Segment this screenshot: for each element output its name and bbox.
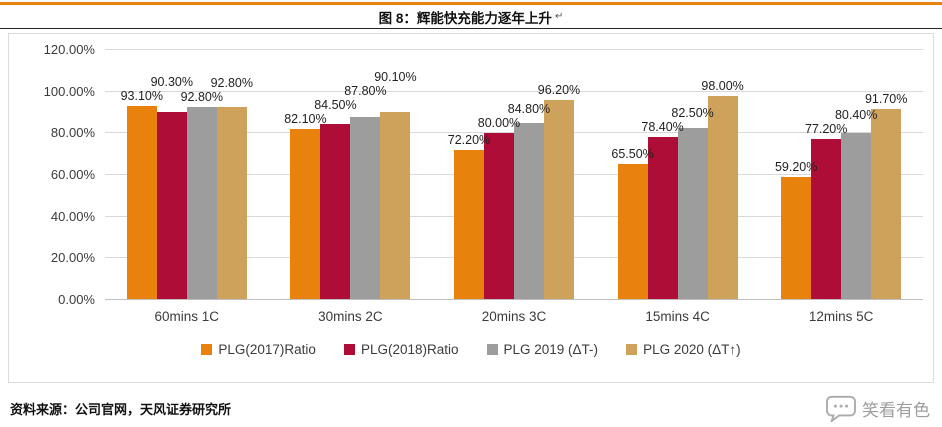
- x-axis: 60mins 1C 30mins 2C 20mins 3C 15mins 4C 12mi…: [105, 309, 923, 324]
- bar: [320, 123, 351, 300]
- y-tick-label: 100.00%: [43, 83, 95, 99]
- bar: [216, 106, 247, 300]
- bar-group: 82.10% 84.50% 87.80% 90.10%: [269, 50, 433, 300]
- legend-marker-icon: [486, 344, 498, 355]
- y-tick-label: 40.00%: [50, 208, 95, 224]
- speech-bubble-icon: [826, 395, 856, 422]
- bar-value-label: 90.10%: [374, 69, 417, 84]
- legend-item: PLG 2019 (ΔT-): [486, 342, 599, 357]
- y-tick-label: 60.00%: [50, 167, 95, 182]
- legend-label: PLG(2018)Ratio: [360, 342, 459, 357]
- bar-value-label: 84.80%: [507, 102, 551, 117]
- x-axis-line: [105, 299, 923, 300]
- bar-cluster: 59.20% 77.20% 80.40% 91.70%: [775, 50, 907, 300]
- bar: [186, 106, 217, 300]
- bar: [290, 128, 321, 300]
- bar: [156, 111, 187, 300]
- y-tick-label: 20.00%: [50, 250, 95, 266]
- x-tick-label: 12mins 5C: [808, 309, 874, 324]
- bar-value-label: 98.00%: [701, 78, 744, 93]
- bar: [811, 139, 842, 300]
- y-tick-label: 80.00%: [50, 125, 95, 141]
- bar: [647, 136, 678, 300]
- bar: [380, 112, 411, 300]
- bar-value-label: 93.10%: [120, 89, 163, 104]
- bar-cluster: 65.50% 78.40% 82.50% 98.00%: [611, 50, 744, 300]
- y-tick-label: 0.00%: [58, 292, 95, 307]
- legend-marker-icon: [201, 344, 213, 355]
- bar: [483, 133, 514, 300]
- gridline: [105, 49, 923, 50]
- bar-value-label: 65.50%: [611, 146, 654, 161]
- y-axis: 0.00% 20.00% 40.00% 60.00% 80.00% 100.00% 120.…: [19, 42, 105, 307]
- bar: [871, 108, 902, 300]
- bar: [126, 106, 157, 300]
- top-accent-rule: [0, 2, 942, 5]
- bar: [453, 149, 484, 300]
- figure-title-bar: 图 8：辉能快充能力逐年上升 ↵: [0, 5, 942, 29]
- legend-marker-icon: [626, 344, 638, 355]
- bar-cluster: 82.10% 84.50% 87.80% 90.10%: [284, 50, 417, 300]
- plot-area: 93.10% 90.30% 92.80% 92.80% 82.10% 84.50% 87.8…: [105, 49, 923, 300]
- bar-value-label: 80.40%: [834, 108, 878, 123]
- bar-value-label: 78.40%: [641, 119, 684, 134]
- watermark: 笑看有色: [821, 392, 934, 424]
- bar-group: 93.10% 90.30% 92.80% 92.80%: [105, 50, 269, 300]
- watermark-text: 笑看有色: [862, 400, 930, 420]
- x-tick-label: 15mins 4C: [645, 309, 710, 324]
- bar-value-label: 91.70%: [864, 91, 908, 106]
- bar-value-label: 84.50%: [314, 97, 357, 112]
- bar-cluster: 72.20% 80.00% 84.80% 96.20%: [448, 50, 580, 300]
- bar-cluster: 93.10% 90.30% 92.80% 92.80%: [121, 50, 253, 300]
- bar-value-label: 82.50%: [671, 105, 714, 120]
- x-tick-label: 60mins 1C: [154, 309, 220, 324]
- bar: [677, 128, 708, 300]
- chart-card: 0.00% 20.00% 40.00% 60.00% 80.00% 100.00% 120.…: [8, 33, 934, 383]
- bar-value-label: 72.20%: [447, 132, 491, 147]
- bar-value-label: 82.10%: [284, 111, 327, 126]
- bar-group: 59.20% 77.20% 80.40% 91.70%: [759, 50, 923, 300]
- legend-label: PLG 2019 (ΔT-): [503, 342, 599, 357]
- bar-group: 72.20% 80.00% 84.80% 96.20%: [432, 50, 596, 300]
- y-tick-label: 120.00%: [43, 42, 95, 57]
- bar-value-label: 96.20%: [537, 82, 581, 97]
- bar-group: 65.50% 78.40% 82.50% 98.00%: [596, 50, 760, 300]
- figure-title: 图 8：辉能快充能力逐年上升: [378, 10, 552, 26]
- bar-value-label: 77.20%: [804, 122, 848, 137]
- legend-item: PLG(2018)Ratio: [343, 342, 459, 357]
- paragraph-return-mark: ↵: [554, 11, 564, 22]
- bar-value-label: 90.30%: [150, 75, 193, 90]
- bar: [350, 117, 381, 300]
- bar: [841, 132, 872, 300]
- x-tick-label: 20mins 3C: [481, 309, 547, 324]
- bar: [707, 95, 738, 300]
- bar: [513, 123, 544, 300]
- x-tick-label: 30mins 2C: [318, 309, 383, 324]
- bar-value-label: 59.20%: [774, 159, 818, 174]
- legend-marker-icon: [343, 344, 355, 355]
- legend-label: PLG(2017)Ratio: [218, 342, 316, 357]
- legend: PLG(2017)Ratio PLG(2018)Ratio PLG 2019 (ΔT…: [19, 342, 923, 357]
- gridline: [105, 90, 923, 92]
- legend-item: PLG 2020 (ΔT↑): [626, 342, 741, 357]
- bar-value-label: 80.00%: [477, 116, 521, 131]
- bar: [617, 163, 648, 300]
- legend-item: PLG(2017)Ratio: [201, 342, 316, 357]
- bar-value-label: 92.80%: [180, 89, 223, 104]
- bar: [543, 99, 574, 300]
- chart-body: 0.00% 20.00% 40.00% 60.00% 80.00% 100.00% 120.…: [19, 42, 923, 307]
- source-note: 资料来源：公司官网，天风证券研究所: [10, 402, 232, 417]
- bar-value-label: 87.80%: [344, 83, 387, 98]
- legend-label: PLG 2020 (ΔT↑): [643, 342, 741, 357]
- bar-value-label: 92.80%: [210, 75, 253, 90]
- bar-groups: 93.10% 90.30% 92.80% 92.80% 82.10% 84.50% 87.8…: [105, 50, 923, 300]
- bar: [781, 176, 812, 300]
